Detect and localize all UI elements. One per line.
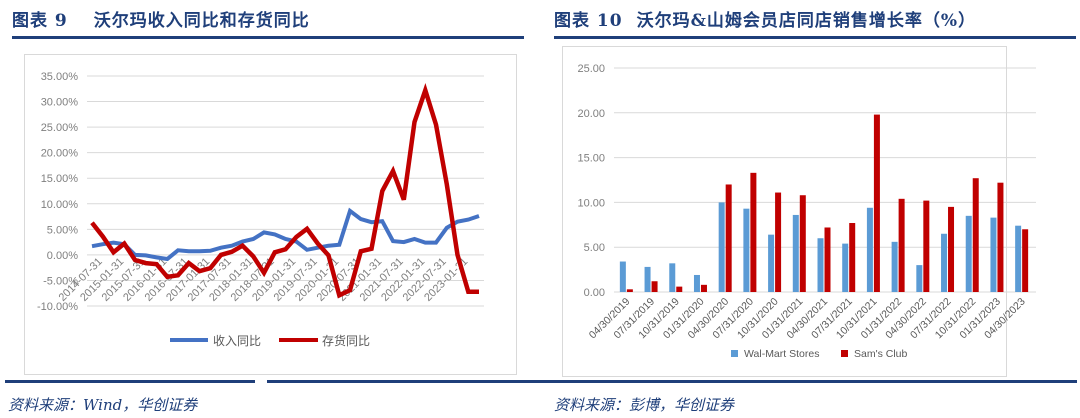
sams-club-bar bbox=[849, 223, 856, 292]
sams-club-bar bbox=[1022, 229, 1029, 292]
chart-frame bbox=[24, 54, 517, 375]
figure-9-title-text: 沃尔玛收入同比和存货同比 bbox=[93, 11, 310, 31]
y-tick-label: 20.00 bbox=[577, 108, 605, 120]
figure-10-source: 资料来源：彭博，华创证券 bbox=[554, 396, 735, 414]
walmart-bar bbox=[965, 215, 972, 292]
sams-club-bar bbox=[948, 206, 955, 292]
walmart-bar bbox=[644, 266, 651, 292]
legend-swatch-walmart bbox=[731, 350, 738, 357]
walmart-bar bbox=[817, 238, 824, 292]
sams-club-bar bbox=[651, 281, 658, 292]
sams-club-bar bbox=[725, 184, 732, 292]
walmart-bar bbox=[891, 241, 898, 292]
sams-club-bar bbox=[923, 200, 930, 292]
y-tick-label: 25.00% bbox=[41, 122, 79, 134]
walmart-bar bbox=[669, 263, 676, 292]
figure-9-title: 图表 9 沃尔玛收入同比和存货同比 bbox=[12, 6, 310, 31]
walmart-bar bbox=[768, 234, 775, 292]
walmart-bar bbox=[743, 208, 750, 292]
legend-swatch-sams-club bbox=[841, 350, 848, 357]
legend-label-sams-club: Sam's Club bbox=[854, 348, 908, 360]
walmart-bar bbox=[693, 274, 700, 292]
figure-9-number: 图表 9 bbox=[12, 11, 68, 31]
walmart-bar bbox=[619, 261, 626, 292]
sams-club-bar bbox=[799, 195, 806, 292]
walmart-bar bbox=[1015, 225, 1022, 292]
figure-9-title-rule bbox=[12, 36, 524, 39]
figure-10-title: 图表 10 沃尔玛&山姆会员店同店销售增长率（%） bbox=[554, 6, 976, 31]
y-tick-label: 0.00 bbox=[584, 287, 605, 299]
right-bottom-rule bbox=[267, 380, 1077, 383]
sams-club-bar bbox=[873, 114, 880, 292]
sams-club-bar bbox=[700, 284, 707, 292]
sams-club-bar bbox=[972, 178, 979, 292]
y-tick-label: 20.00% bbox=[41, 148, 79, 160]
y-tick-label: 25.00 bbox=[577, 63, 605, 75]
walmart-bar bbox=[916, 265, 923, 292]
chart-legend: 收入同比 存货同比 bbox=[170, 333, 370, 348]
walmart-bar bbox=[718, 202, 725, 292]
sams-club-bar bbox=[775, 192, 782, 292]
y-tick-label: 5.00% bbox=[47, 224, 78, 236]
y-tick-label: -5.00% bbox=[43, 275, 78, 287]
legend-label-walmart: Wal-Mart Stores bbox=[744, 348, 819, 360]
chart-legend: Wal-Mart Stores Sam's Club bbox=[731, 348, 908, 360]
chart-frame bbox=[562, 46, 1007, 377]
walmart-bar bbox=[842, 243, 849, 292]
y-tick-label: 30.00% bbox=[41, 97, 79, 109]
left-bottom-rule bbox=[5, 380, 254, 383]
y-tick-label: 15.00 bbox=[577, 153, 605, 165]
figure-9-source: 资料来源：Wind，华创证券 bbox=[8, 396, 198, 414]
sams-club-bar bbox=[824, 227, 831, 292]
figure-10-title-rule bbox=[554, 36, 1076, 39]
revenue-yoy-line bbox=[91, 207, 480, 262]
inventory-yoy-line bbox=[90, 83, 479, 299]
sams-club-bar bbox=[997, 182, 1004, 292]
revenue-inventory-line-chart: 35.00% 30.00% 25.00% 20.00% 15.00% 10.00% 5.00… bbox=[24, 54, 517, 375]
walmart-bar bbox=[941, 233, 948, 292]
y-tick-label: 0.00% bbox=[47, 250, 78, 262]
same-store-sales-bar-chart: 25.0020.0015.0010.005.000.0004/30/201907… bbox=[562, 46, 1036, 377]
y-tick-label: 10.00% bbox=[41, 199, 79, 211]
y-tick-label: 10.00 bbox=[577, 197, 605, 209]
y-tick-label: 35.00% bbox=[41, 71, 79, 83]
sams-club-bar bbox=[676, 286, 683, 292]
sams-club-bar bbox=[626, 289, 633, 292]
y-tick-label: 15.00% bbox=[41, 173, 79, 185]
sams-club-bar bbox=[898, 198, 905, 292]
y-tick-label: -10.00% bbox=[37, 301, 78, 313]
walmart-bar bbox=[990, 217, 997, 292]
walmart-bar bbox=[792, 214, 799, 292]
figure-10-title-text: 沃尔玛&山姆会员店同店销售增长率（%） bbox=[636, 11, 977, 31]
sams-club-bar bbox=[750, 172, 757, 292]
walmart-bar bbox=[866, 207, 873, 292]
y-tick-label: 5.00 bbox=[584, 242, 605, 254]
figure-10-number: 图表 10 bbox=[554, 11, 623, 31]
legend-label-inventory: 存货同比 bbox=[322, 333, 370, 348]
legend-label-revenue: 收入同比 bbox=[213, 334, 261, 348]
